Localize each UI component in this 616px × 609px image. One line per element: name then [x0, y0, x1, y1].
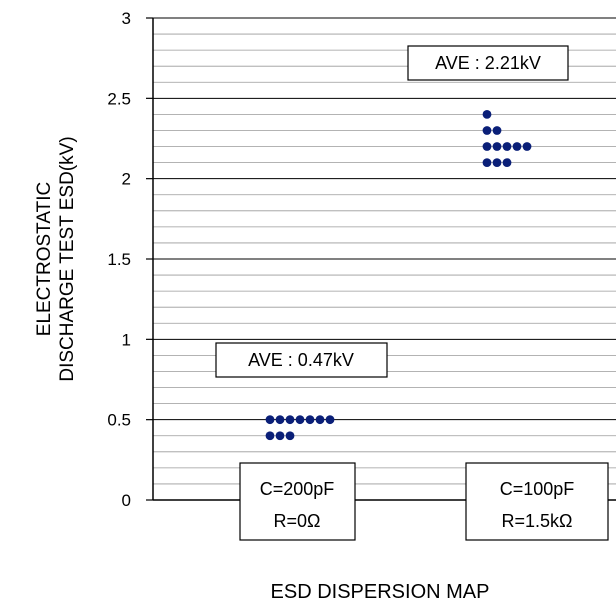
y-tick-label: 2.5 [107, 89, 131, 108]
category-label-group-1-line2: R=0Ω [274, 511, 321, 531]
average-annotation-group-2: AVE : 2.21kV [407, 45, 569, 81]
data-point [492, 142, 502, 151]
data-point [512, 142, 522, 151]
data-point [265, 431, 275, 441]
data-point [522, 142, 532, 151]
data-point [275, 415, 285, 425]
data-point [305, 415, 315, 425]
data-point [265, 415, 275, 425]
category-label-group-2-line2: R=1.5kΩ [502, 511, 573, 531]
data-point [482, 142, 492, 151]
data-point [295, 415, 305, 425]
category-label-group-2-line1: C=100pF [500, 479, 575, 499]
y-axis-label-line2: DISCHARGE TEST ESD(kV) [57, 136, 78, 381]
data-point [275, 431, 285, 441]
x-axis-title: ESD DISPERSION MAP [271, 581, 490, 603]
data-point [315, 415, 325, 425]
data-point [492, 158, 502, 168]
data-point [285, 431, 295, 441]
data-point [285, 415, 295, 425]
major-gridlines [153, 97, 616, 421]
data-point [482, 158, 492, 168]
y-tick-label: 0 [122, 491, 131, 510]
y-tick-label: 1.5 [107, 250, 131, 269]
average-annotation-group-1: AVE : 0.47kV [215, 342, 388, 378]
data-point [502, 142, 512, 151]
category-box-group-1: C=200pF R=0Ω [239, 462, 356, 541]
minor-gridlines [153, 33, 616, 485]
category-label-group-1-line1: C=200pF [260, 479, 335, 499]
data-point [502, 158, 512, 168]
average-label-group-1: AVE : 0.47kV [248, 350, 354, 370]
y-tick-label: 0.5 [107, 411, 131, 430]
y-tick-label: 1 [122, 330, 131, 349]
y-tick-labels: 0 0.5 1 1.5 2 2.5 3 [107, 9, 153, 510]
average-label-group-2: AVE : 2.21kV [435, 53, 541, 73]
y-axis-label-line1: ELECTROSTATIC [34, 182, 55, 336]
data-point [482, 110, 492, 119]
data-points [265, 110, 532, 441]
category-box-group-2: C=100pF R=1.5kΩ [465, 462, 609, 541]
y-tick-label: 2 [122, 170, 131, 189]
data-point [492, 126, 502, 135]
y-tick-label: 3 [122, 9, 131, 28]
data-point [482, 126, 492, 135]
data-point [325, 415, 335, 425]
